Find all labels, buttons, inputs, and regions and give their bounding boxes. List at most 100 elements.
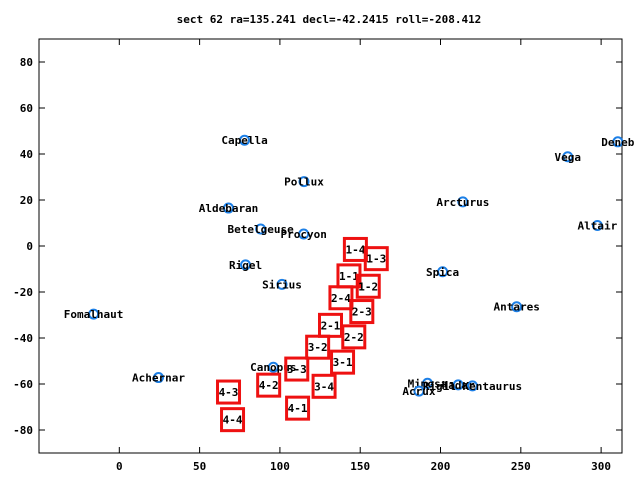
field-label: 3-3 — [287, 363, 307, 376]
x-tick-label: 0 — [116, 460, 123, 473]
star-marker: Betelgeuse — [228, 223, 295, 236]
star-point — [466, 380, 478, 392]
field-rect — [330, 349, 356, 375]
field-rect — [256, 372, 282, 398]
star-marker: Fomalhaut — [64, 308, 124, 321]
field-rect — [355, 273, 381, 299]
star-point — [612, 136, 624, 148]
y-tick-label: -80 — [13, 424, 33, 437]
star-marker: Sirius — [262, 278, 302, 291]
x-tick-label: 200 — [431, 460, 451, 473]
star-label: Acrux — [402, 385, 435, 398]
field-box: 2-4 — [328, 285, 354, 311]
field-rect — [216, 379, 242, 405]
y-tick-label: 0 — [26, 240, 33, 253]
field-box: 3-1 — [330, 349, 356, 375]
star-point — [562, 151, 574, 163]
field-label: 4-1 — [288, 402, 308, 415]
star-point — [298, 176, 310, 188]
field-label: 1-2 — [358, 280, 378, 293]
star-point — [240, 259, 252, 271]
field-label: 3-2 — [308, 341, 328, 354]
field-label: 4-3 — [219, 386, 239, 399]
star-point — [239, 134, 251, 146]
field-label: 2-4 — [331, 292, 351, 305]
field-label: 4-4 — [223, 414, 243, 427]
field-box: 2-1 — [318, 312, 343, 338]
star-label: Vega — [554, 151, 581, 164]
star-point — [422, 377, 434, 389]
star-point — [437, 266, 449, 278]
star-marker: Pollux — [284, 176, 324, 189]
x-tick-label: 300 — [591, 460, 611, 473]
field-rect — [285, 395, 311, 421]
field-box: 4-1 — [285, 395, 311, 421]
star-point — [276, 278, 288, 290]
field-rect — [284, 356, 310, 382]
star-label: Arcturus — [436, 196, 489, 209]
star-label: Capella — [221, 134, 267, 147]
field-box: 1-3 — [363, 246, 389, 272]
x-tick-label: 100 — [270, 460, 290, 473]
star-label: Spica — [426, 266, 459, 279]
field-label: 2-2 — [344, 331, 364, 344]
field-box: 1-2 — [355, 273, 381, 299]
field-box: 4-4 — [220, 407, 246, 433]
star-label: Deneb — [601, 136, 634, 149]
field-box: 2-2 — [341, 324, 367, 350]
star-label: Achernar — [132, 372, 185, 385]
star-marker: Capella — [221, 134, 267, 147]
field-box: 3-2 — [305, 334, 331, 360]
field-rect — [349, 299, 375, 325]
star-label: Antares — [493, 301, 539, 314]
field-box: 3-3 — [284, 356, 310, 382]
fields-layer: 1-41-3 1-11-2 2-42-3 2-12-2 3-2 3-1 3-3 3-4 4-2 4… — [216, 236, 389, 433]
field-label: 1-1 — [339, 270, 359, 283]
star-point — [457, 196, 469, 208]
star-marker: Rigel — [229, 259, 262, 272]
y-tick-label: 20 — [20, 194, 33, 207]
field-box: 3-4 — [311, 373, 337, 399]
star-marker: Vega — [554, 151, 581, 164]
star-label: Aldebaran — [199, 202, 259, 215]
field-rect — [363, 246, 389, 272]
field-label: 2-3 — [352, 306, 372, 319]
star-label: Rigel — [229, 259, 262, 272]
star-label: Hadar — [442, 379, 475, 392]
star-marker: Acrux — [402, 385, 435, 398]
field-label: 1-3 — [366, 253, 386, 266]
star-point — [152, 372, 164, 384]
star-point — [223, 202, 235, 214]
star-label: Pollux — [284, 176, 324, 189]
star-label: Procyon — [280, 228, 326, 241]
field-box: 2-3 — [349, 299, 375, 325]
field-box: 4-3 — [216, 379, 242, 405]
field-rect — [328, 285, 354, 311]
field-label: 1-4 — [345, 243, 365, 256]
x-tick-label: 250 — [511, 460, 531, 473]
star-marker: Antares — [493, 301, 539, 314]
star-point — [452, 379, 464, 391]
star-point — [88, 308, 100, 320]
star-marker: Arcturus — [436, 196, 489, 209]
star-label: Sirius — [262, 278, 302, 291]
y-tick-label: -40 — [13, 332, 33, 345]
star-marker: Aldebaran — [199, 202, 259, 215]
star-point — [298, 228, 310, 240]
star-point — [413, 385, 425, 397]
x-tick-label: 50 — [193, 460, 206, 473]
y-tick-label: 40 — [20, 148, 33, 161]
y-tick-label: -60 — [13, 378, 33, 391]
star-point — [591, 220, 603, 232]
star-marker: Spica — [426, 266, 459, 279]
field-box: 4-2 — [256, 372, 282, 398]
star-point — [255, 223, 267, 235]
x-tick-label: 150 — [350, 460, 370, 473]
star-label: Rigil Kentaurus — [423, 380, 522, 393]
star-marker: Hadar — [442, 379, 475, 392]
star-marker: Rigil Kentaurus — [423, 380, 522, 393]
field-rect — [311, 373, 337, 399]
field-label: 3-1 — [333, 356, 353, 369]
field-rect — [220, 407, 246, 433]
